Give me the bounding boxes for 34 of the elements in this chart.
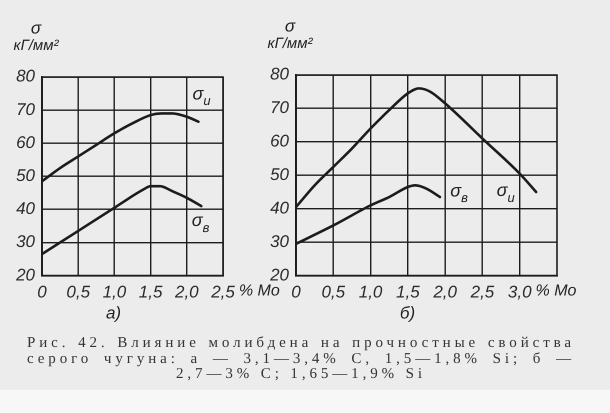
x-tick-label: 0,5 <box>321 282 346 302</box>
x-axis-title: % Mo <box>536 282 577 300</box>
y-tick-label: 70 <box>270 98 290 118</box>
y-tick-label: 80 <box>270 64 290 84</box>
y-tick-label: 50 <box>270 165 290 184</box>
text: б) <box>400 304 416 323</box>
x-tick-label: 2,0 <box>432 282 458 302</box>
y-tick-label: 60 <box>270 132 290 151</box>
y-tick-label: 60 <box>16 132 36 152</box>
x-tick-label: 0 <box>291 282 302 302</box>
x-tick-label: 1,5 <box>138 282 163 302</box>
x-axis-title: % Mo <box>238 282 280 300</box>
y-tick-label: 50 <box>16 166 36 186</box>
x-tick-label: 2,0 <box>174 282 200 302</box>
y-tick-label: 30 <box>16 232 36 252</box>
y-tick-label: 80 <box>16 66 36 86</box>
x-tick-label: 1,5 <box>396 282 420 302</box>
text: а) <box>106 304 122 323</box>
x-tick-label: 1,0 <box>102 282 127 302</box>
y-tick-label: 30 <box>270 232 290 251</box>
y-axis-title: σ кГ/мм² <box>14 18 60 54</box>
y-tick-label: 70 <box>16 100 36 119</box>
x-tick-label: 0 <box>37 282 48 302</box>
y-tick-label: 40 <box>270 198 290 218</box>
text: Рис. 42. Влияние молибдена на прочностные свойства серого чугуна: а — 3,1—3,4% C, 1,5—1,8% Si; б — 2,7—3% C; 1,65—1,9% Si <box>27 335 575 382</box>
y-axis-title: σ кГ/мм² <box>268 16 314 52</box>
y-tick-label: 20 <box>269 265 290 284</box>
x-tick-label: 2,5 <box>470 282 495 302</box>
x-tick-label: 0,5 <box>66 282 91 302</box>
y-tick-label: 40 <box>16 199 36 218</box>
x-tick-label: 3,0 <box>508 282 532 302</box>
x-tick-label: 1,0 <box>358 282 383 302</box>
x-tick-label: 2,5 <box>210 282 236 302</box>
y-tick-label: 20 <box>15 265 36 284</box>
